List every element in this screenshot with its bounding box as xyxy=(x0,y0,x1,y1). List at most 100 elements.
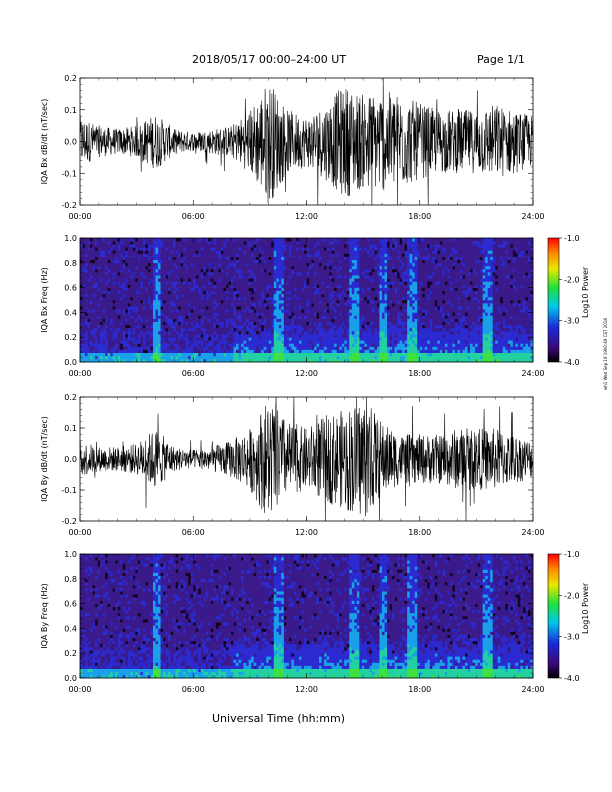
spectrogram-cell xyxy=(384,318,388,322)
spectrogram-cell xyxy=(152,281,156,285)
spectrogram-cell xyxy=(382,306,385,310)
spectrogram-cell xyxy=(225,312,229,316)
spectrogram-cell xyxy=(190,241,194,245)
spectrogram-cell xyxy=(147,259,151,264)
spectrogram-cell xyxy=(145,244,149,248)
spectrogram-cell xyxy=(286,265,290,270)
spectrogram-cell xyxy=(316,355,320,360)
spectrogram-cell xyxy=(236,265,239,270)
spectrogram-cell xyxy=(117,343,121,347)
spectrogram-cell xyxy=(334,241,337,245)
spectrogram-cell xyxy=(185,241,189,245)
spectrogram-cell xyxy=(306,278,310,282)
spectrogram-cell xyxy=(127,303,131,307)
spectrogram-cell xyxy=(238,284,242,288)
spectrogram-cell xyxy=(135,293,139,298)
spectrogram-cell xyxy=(261,290,265,295)
spectrogram-cell xyxy=(296,281,300,285)
spectrogram-cell xyxy=(97,290,101,295)
spectrogram-cell xyxy=(243,272,247,276)
spectrogram-cell xyxy=(374,256,378,260)
spectrogram-cell xyxy=(117,315,121,319)
spectrogram-cell xyxy=(223,244,227,248)
spectrogram-cell xyxy=(324,290,327,295)
spectrogram-cell xyxy=(356,327,360,332)
spectrogram-cell xyxy=(203,293,207,298)
spectrogram-cell xyxy=(80,358,83,363)
spectrogram-cell xyxy=(218,250,222,254)
spectrogram-cell xyxy=(233,352,237,357)
spectrogram-cell xyxy=(102,300,106,304)
spectrogram-cell xyxy=(97,247,101,251)
spectrogram-cell xyxy=(298,315,302,319)
spectrogram-cell xyxy=(361,284,365,288)
spectrogram-cell xyxy=(130,259,134,264)
spectrogram-cell xyxy=(364,327,368,332)
spectrogram-cell xyxy=(238,253,242,257)
spectrogram-cell xyxy=(100,241,103,245)
spectrogram-cell xyxy=(203,265,207,270)
spectrogram-cell xyxy=(225,241,229,245)
spectrogram-cell xyxy=(248,321,252,326)
spectrogram-cell xyxy=(203,250,207,254)
spectrogram-cell xyxy=(218,265,222,270)
spectrogram-cell xyxy=(218,262,222,267)
spectrogram-cell xyxy=(130,281,134,285)
spectrogram-cell xyxy=(130,340,134,344)
spectrogram-cell xyxy=(258,253,262,257)
spectrogram-cell xyxy=(288,269,292,273)
spectrogram-cell xyxy=(183,318,186,322)
spectrogram-cell xyxy=(241,287,244,291)
spectrogram-cell xyxy=(178,265,181,270)
spectrogram-cell xyxy=(314,244,317,248)
spectrogram-cell xyxy=(349,355,353,360)
spectrogram-cell xyxy=(165,331,169,335)
spectrogram-cell xyxy=(316,250,320,254)
spectrogram-cell xyxy=(263,318,267,322)
spectrogram-cell xyxy=(215,343,219,347)
spectrogram-cell xyxy=(90,238,93,242)
spectrogram-cell xyxy=(223,247,227,251)
spectrogram-cell xyxy=(140,343,144,347)
spectrogram-cell xyxy=(329,287,332,291)
spectrogram-cell xyxy=(364,253,368,257)
spectrogram-cell xyxy=(344,241,348,245)
spectrogram-cell xyxy=(321,290,325,295)
spectrogram-cell xyxy=(336,290,340,295)
spectrogram-cell xyxy=(87,358,91,363)
spectrogram-cell xyxy=(132,269,136,273)
spectrogram-cell xyxy=(354,303,358,307)
spectrogram-cell xyxy=(326,324,330,329)
spectrogram-cell xyxy=(316,259,320,264)
spectrogram-cell xyxy=(190,287,194,291)
spectrogram-cell xyxy=(85,269,88,273)
spectrogram-cell xyxy=(92,300,96,304)
spectrogram-cell xyxy=(120,331,124,335)
spectrogram-cell xyxy=(127,269,131,273)
spectrogram-cell xyxy=(298,352,302,357)
spectrogram-cell xyxy=(286,303,290,307)
spectrogram-cell xyxy=(218,244,222,248)
spectrogram-cell xyxy=(117,309,121,313)
spectrogram-cell xyxy=(155,238,159,242)
spectrogram-cell xyxy=(100,253,103,257)
spectrogram-cell xyxy=(248,327,252,332)
spectrogram-cell xyxy=(314,331,317,335)
spectrogram-cell xyxy=(223,331,227,335)
spectrogram-cell xyxy=(303,343,307,347)
spectrogram-cell xyxy=(384,303,388,307)
spectrogram-cell xyxy=(236,244,239,248)
spectrogram-cell xyxy=(145,262,149,267)
spectrogram-cell xyxy=(220,296,224,301)
spectrogram-cell xyxy=(203,346,207,350)
spectrogram-cell xyxy=(303,349,307,353)
spectrogram-cell xyxy=(263,256,267,260)
spectrogram-cell xyxy=(301,238,305,242)
spectrogram-cell xyxy=(218,343,222,347)
spectrogram-cell xyxy=(210,346,214,350)
spectrogram-cell xyxy=(178,278,181,282)
spectrogram-cell xyxy=(376,244,380,248)
spectrogram-cell xyxy=(200,334,204,338)
spectrogram-cell xyxy=(105,262,108,267)
spectrogram-cell xyxy=(220,265,224,270)
